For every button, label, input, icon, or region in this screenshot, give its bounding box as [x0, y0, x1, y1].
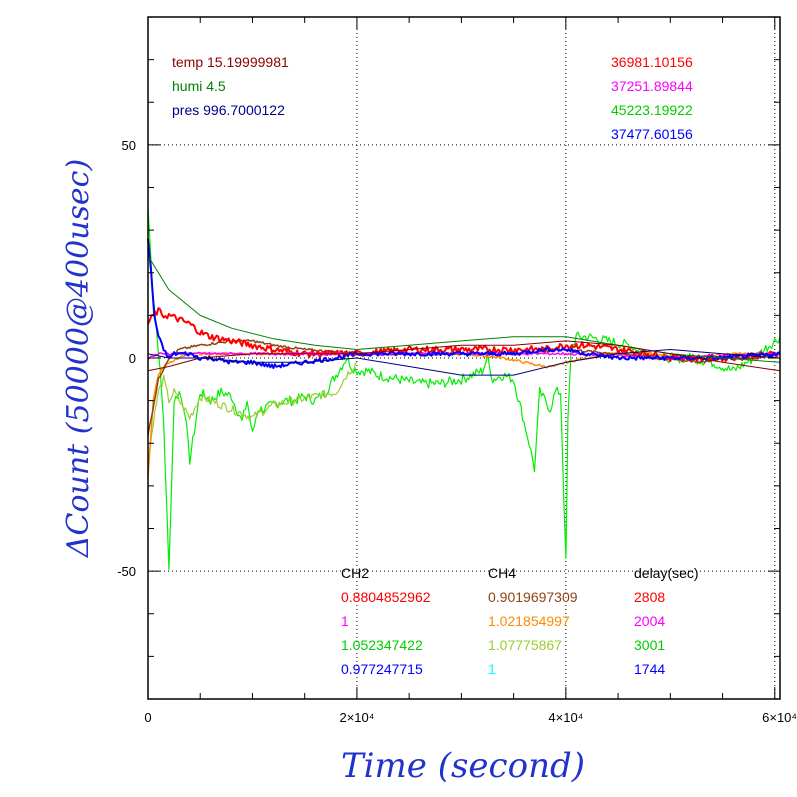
rate-label: 45223.19922: [611, 102, 693, 118]
table-cell-ch2: 0.8804852962: [341, 589, 431, 605]
calibration-table: CH2 CH4 delay(sec) 0.8804852962 0.901969…: [341, 565, 699, 677]
table-cell-ch4: 1.021854997: [488, 613, 570, 629]
table-cell-delay: 2004: [634, 613, 665, 629]
table-header-ch4: CH4: [488, 565, 516, 581]
rate-label: 36981.10156: [611, 54, 693, 70]
x-tick-label: 6×10⁴: [762, 710, 797, 725]
table-cell-delay: 1744: [634, 661, 665, 677]
env-label-temp: temp 15.19999981: [172, 54, 289, 70]
table-header-delay: delay(sec): [634, 565, 699, 581]
table-cell-delay: 3001: [634, 637, 665, 653]
env-label-humi: humi 4.5: [172, 78, 226, 94]
rate-label: 37251.89844: [611, 78, 693, 94]
env-label-pres: pres 996.7000122: [172, 102, 285, 118]
env-legend: temp 15.19999981 humi 4.5 pres 996.70001…: [172, 54, 289, 118]
series-line: [147, 340, 781, 372]
table-header-ch2: CH2: [341, 565, 369, 581]
table-cell-ch2: 1: [341, 613, 349, 629]
series-group: [147, 208, 781, 571]
axis-ticks: 0 2×10⁴ 4×10⁴ 6×10⁴ -50 0 50: [117, 16, 797, 725]
table-cell-ch4: 1: [488, 661, 496, 677]
table-cell-ch4: 0.9019697309: [488, 589, 578, 605]
x-tick-label: 4×10⁴: [548, 710, 583, 725]
series-line: [147, 238, 781, 369]
y-tick-label: 0: [129, 351, 136, 366]
table-cell-delay: 2808: [634, 589, 665, 605]
y-axis-title: ΔCount (50000@400usec): [61, 159, 96, 558]
rate-legend: 36981.10156 37251.89844 45223.19922 3747…: [611, 54, 693, 142]
table-cell-ch2: 0.977247715: [341, 661, 423, 677]
rate-label: 37477.60156: [611, 126, 693, 142]
series-line: [147, 361, 358, 465]
table-cell-ch4: 1.07775867: [488, 637, 562, 653]
x-tick-label: 2×10⁴: [339, 710, 374, 725]
table-cell-ch2: 1.052347422: [341, 637, 423, 653]
x-axis-title: Time (second): [341, 746, 585, 786]
series-line: [147, 349, 781, 376]
y-tick-label: -50: [117, 564, 136, 579]
series-line: [147, 208, 781, 571]
y-tick-label: 50: [122, 138, 136, 153]
x-tick-label: 0: [144, 710, 151, 725]
